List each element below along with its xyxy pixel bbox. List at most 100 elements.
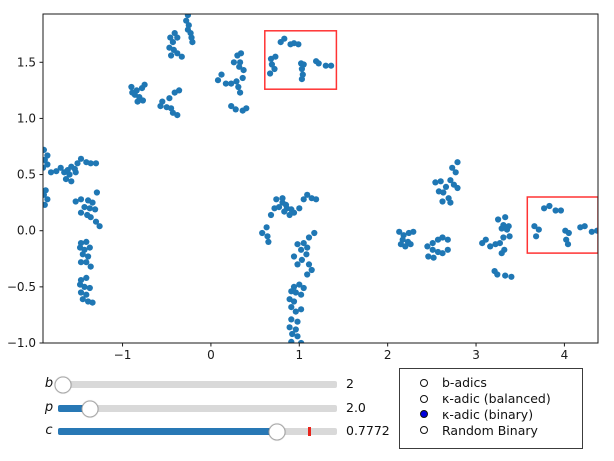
x-tick-label: 3: [472, 348, 480, 362]
y-tick-label: 0.5: [17, 168, 36, 182]
data-point: [288, 338, 295, 343]
data-point: [243, 105, 250, 112]
data-point: [83, 274, 90, 281]
highlight-box: [264, 30, 338, 90]
data-point: [303, 251, 310, 258]
y-tick-label: 1.0: [17, 111, 36, 125]
data-point: [267, 70, 274, 77]
data-point: [328, 62, 335, 69]
data-point: [288, 304, 295, 311]
data-point: [43, 164, 47, 171]
data-point: [298, 256, 305, 263]
data-point: [495, 216, 502, 223]
data-point: [304, 191, 311, 198]
data-point: [292, 308, 299, 315]
data-point: [92, 160, 100, 167]
data-point: [531, 223, 538, 230]
data-point: [396, 228, 403, 235]
data-point: [272, 53, 279, 60]
data-point: [315, 60, 322, 67]
data-point: [311, 229, 318, 237]
data-point: [268, 61, 275, 68]
radio-option-3[interactable]: Random Binary: [400, 422, 582, 438]
radio-label[interactable]: κ-adic (binary): [442, 406, 534, 422]
data-point: [290, 209, 298, 216]
data-point: [222, 80, 229, 87]
slider-readout-b: 2: [346, 376, 354, 391]
slider-row-c: c 0.7772: [0, 420, 614, 442]
data-point: [535, 226, 542, 233]
data-point: [286, 324, 293, 331]
radio-unselected-icon[interactable]: [420, 378, 428, 387]
data-point: [452, 169, 459, 176]
data-point: [294, 241, 301, 248]
radio-unselected-icon[interactable]: [420, 394, 428, 403]
slider-track[interactable]: [58, 400, 337, 417]
radio-selected-icon[interactable]: [420, 410, 428, 419]
slider-handle[interactable]: [54, 376, 72, 393]
data-point: [304, 271, 311, 278]
slider-label-b: b: [44, 376, 54, 391]
data-point: [425, 253, 432, 260]
data-point: [232, 106, 239, 113]
slider-target-marker: [308, 427, 311, 436]
data-point: [444, 246, 451, 253]
data-point: [300, 240, 307, 247]
data-point: [442, 183, 450, 190]
data-point: [174, 112, 181, 119]
data-point: [83, 238, 90, 245]
data-point: [43, 191, 47, 198]
data-point: [298, 306, 305, 313]
data-point: [44, 152, 51, 159]
data-point: [292, 289, 299, 296]
data-point: [86, 205, 93, 212]
radio-option-1[interactable]: κ-adic (balanced): [400, 391, 582, 407]
data-point: [271, 65, 278, 73]
data-point: [141, 81, 148, 88]
data-point: [72, 169, 79, 176]
slider-track[interactable]: [54, 376, 337, 393]
data-point: [439, 234, 446, 241]
radio-unselected-icon[interactable]: [420, 426, 428, 435]
data-point: [498, 250, 505, 257]
data-point: [92, 206, 99, 213]
data-point: [93, 189, 100, 196]
data-point: [296, 281, 303, 288]
data-point: [237, 89, 244, 96]
radio-label[interactable]: Random Binary: [442, 422, 538, 438]
data-point: [83, 259, 90, 266]
slider-handle[interactable]: [81, 400, 99, 417]
data-point: [295, 41, 302, 48]
data-point: [169, 39, 176, 46]
data-point: [552, 207, 559, 214]
data-point: [502, 272, 509, 279]
data-point: [275, 204, 283, 211]
data-point: [236, 63, 243, 70]
y-tick-label: −0.5: [7, 280, 36, 294]
radio-label[interactable]: κ-adic (balanced): [442, 391, 551, 407]
radio-label[interactable]: b-adics: [442, 375, 487, 391]
data-point: [296, 205, 303, 212]
data-point: [454, 184, 461, 192]
data-point: [228, 103, 235, 110]
data-point: [171, 29, 178, 37]
data-point: [429, 240, 436, 247]
data-point: [86, 244, 93, 251]
data-point: [77, 196, 85, 203]
data-point: [87, 160, 94, 167]
slider-track[interactable]: [58, 423, 337, 440]
data-point: [157, 103, 164, 110]
data-point: [279, 195, 286, 202]
slider-readout-p: 2.0: [346, 400, 366, 415]
radio-option-0[interactable]: b-adics: [400, 375, 582, 391]
data-point: [81, 283, 88, 290]
slider-handle[interactable]: [268, 423, 286, 440]
data-point: [128, 83, 135, 91]
data-point: [281, 208, 288, 215]
data-point: [581, 223, 588, 230]
data-point: [85, 253, 92, 260]
radio-option-2[interactable]: κ-adic (binary): [400, 407, 582, 423]
data-point: [129, 89, 136, 96]
data-point: [43, 201, 48, 208]
